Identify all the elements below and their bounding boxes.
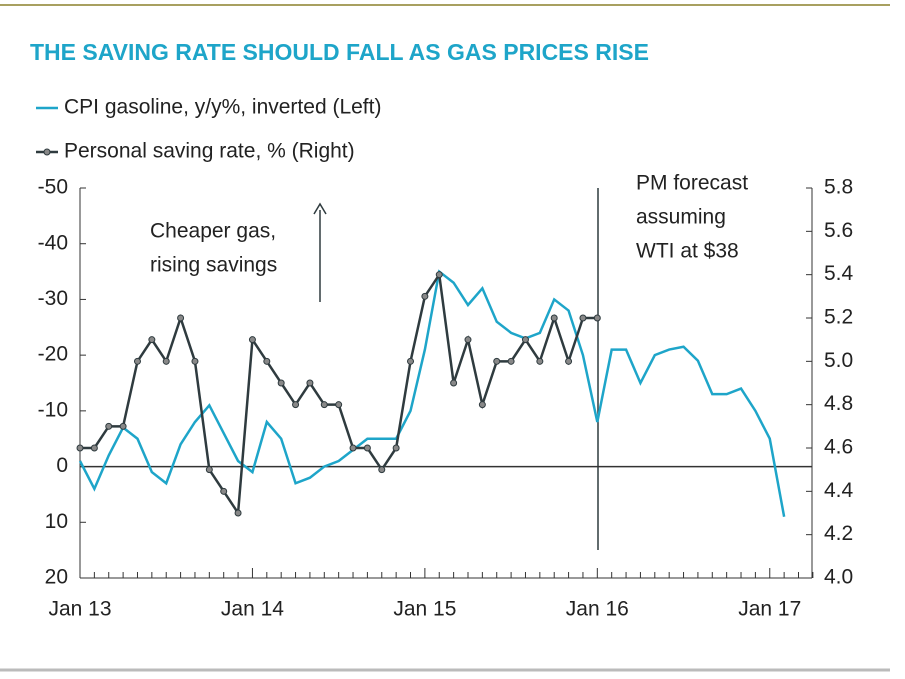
point <box>162 357 170 365</box>
point <box>349 444 357 452</box>
annotation: rising savings <box>150 254 277 277</box>
point <box>248 336 256 344</box>
point <box>76 444 84 452</box>
point <box>421 292 429 300</box>
point <box>593 314 601 322</box>
point <box>234 509 242 517</box>
point <box>105 422 113 430</box>
y-tick-label: 10 <box>45 510 68 533</box>
point <box>220 487 228 495</box>
y-tick-label: -50 <box>38 176 68 199</box>
annotation: assuming <box>636 206 726 229</box>
point <box>392 444 400 452</box>
x-tick-label: Jan 14 <box>221 598 284 621</box>
point <box>363 444 371 452</box>
point <box>378 466 386 474</box>
y2-tick-label: 5.2 <box>824 306 853 329</box>
x-tick-label: Jan 17 <box>738 598 801 621</box>
y2-tick-label: 4.6 <box>824 436 853 459</box>
point <box>550 314 558 322</box>
point <box>133 357 141 365</box>
point <box>191 357 199 365</box>
point <box>493 357 501 365</box>
point <box>90 444 98 452</box>
point <box>521 336 529 344</box>
y2-tick-label: 4.4 <box>824 479 854 502</box>
point <box>478 401 486 409</box>
series-line <box>78 269 786 517</box>
x-tick-label: Jan 13 <box>48 598 111 621</box>
point <box>263 357 271 365</box>
y-tick-label: -40 <box>38 231 68 254</box>
point <box>119 422 127 430</box>
legend-label: CPI gasoline, y/y%, inverted (Left) <box>64 96 381 119</box>
legend-marker <box>43 148 51 156</box>
y-tick-label: 0 <box>56 454 68 477</box>
point <box>507 357 515 365</box>
point <box>205 466 213 474</box>
point <box>177 314 185 322</box>
y-tick-label: -10 <box>38 398 68 421</box>
point <box>407 357 415 365</box>
point <box>450 379 458 387</box>
y2-tick-label: 4.0 <box>824 566 853 589</box>
annotation: PM forecast <box>636 172 748 195</box>
point <box>579 314 587 322</box>
x-tick-label: Jan 15 <box>393 598 456 621</box>
point <box>565 357 573 365</box>
y2-tick-label: 5.4 <box>824 262 854 285</box>
point <box>292 401 300 409</box>
y-tick-label: -20 <box>38 343 68 366</box>
y-tick-label: 20 <box>45 566 68 589</box>
point <box>464 336 472 344</box>
y2-tick-label: 4.2 <box>824 522 853 545</box>
y2-tick-label: 5.8 <box>824 176 853 199</box>
annotation: WTI at $38 <box>636 240 739 263</box>
annotation: Cheaper gas, <box>150 220 276 243</box>
point <box>536 357 544 365</box>
point <box>320 401 328 409</box>
point <box>277 379 285 387</box>
point <box>335 401 343 409</box>
point <box>306 379 314 387</box>
point <box>148 336 156 344</box>
y2-tick-label: 5.0 <box>824 349 853 372</box>
point <box>435 271 443 279</box>
legend-label: Personal saving rate, % (Right) <box>64 140 355 163</box>
x-tick-label: Jan 16 <box>566 598 629 621</box>
arrow-head <box>313 202 327 215</box>
chart-title: THE SAVING RATE SHOULD FALL AS GAS PRICE… <box>30 39 649 65</box>
y2-tick-label: 4.8 <box>824 392 853 415</box>
y2-tick-label: 5.6 <box>824 219 853 242</box>
y-tick-label: -30 <box>38 287 68 310</box>
